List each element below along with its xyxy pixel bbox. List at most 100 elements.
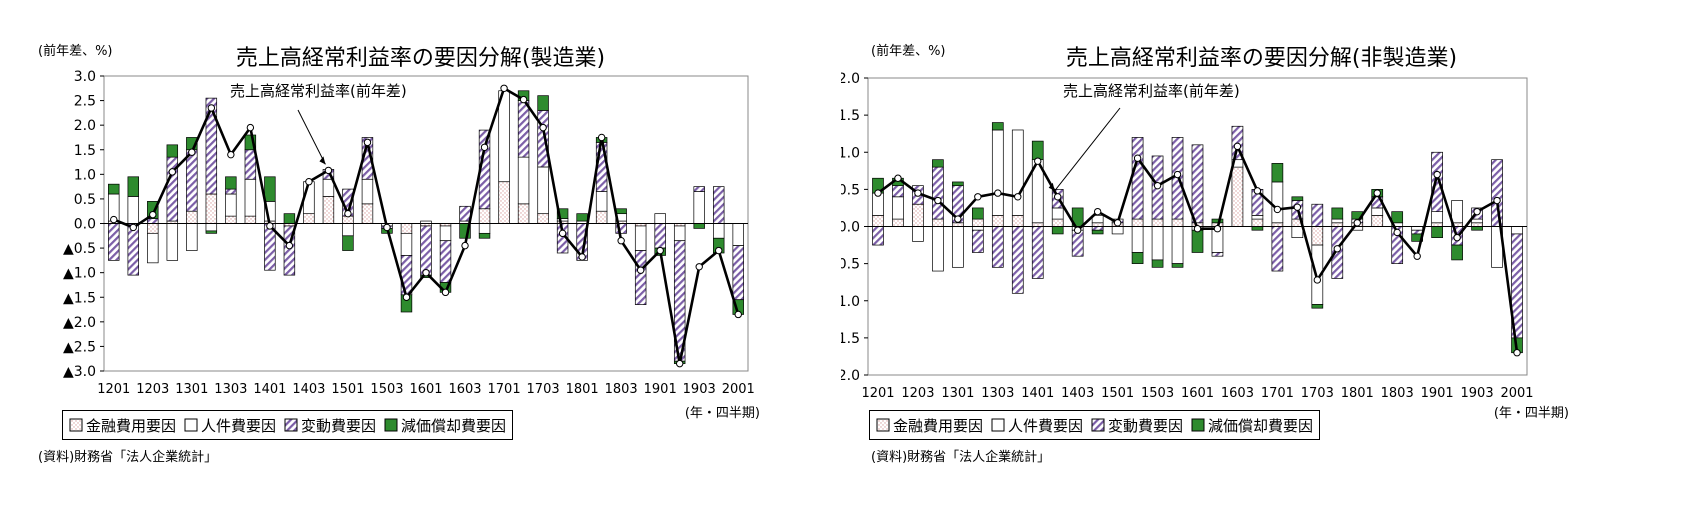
bar-variable xyxy=(1091,226,1104,231)
y-tick-label: ▲2.5 xyxy=(63,339,96,355)
y-tick-label: 2.0 xyxy=(74,118,96,134)
bar-financial xyxy=(303,213,315,224)
line-point xyxy=(402,293,411,301)
y-tick-label: ▲2.0 xyxy=(841,368,860,384)
x-tick-label: 1801 xyxy=(1341,386,1374,401)
bar-depreciation xyxy=(108,183,120,195)
legend-label: 人件費要因 xyxy=(201,416,277,435)
bar-personnel xyxy=(1051,207,1064,220)
bar-depreciation xyxy=(283,213,296,224)
y-tick-label: 1.5 xyxy=(74,143,96,159)
line-point xyxy=(974,193,982,201)
x-tick-label: 1503 xyxy=(1141,386,1174,401)
bar-variable xyxy=(732,245,744,301)
line-point xyxy=(1353,219,1361,227)
annotation-label: 売上高経常利益率(前年差) xyxy=(1063,82,1240,100)
bar-financial xyxy=(971,218,984,227)
legend-swatch-depreciation xyxy=(1191,418,1205,432)
bar-variable xyxy=(400,255,413,296)
bar-personnel xyxy=(400,232,413,256)
x-unit-label: (年・四半期) xyxy=(684,406,760,421)
y-tick-label: 0.0 xyxy=(841,220,860,236)
x-tick-label: 2001 xyxy=(1500,386,1533,401)
bar-financial xyxy=(1371,215,1384,227)
bar-depreciation xyxy=(991,122,1004,131)
x-tick-label: 1901 xyxy=(644,382,677,397)
bar-depreciation xyxy=(971,207,984,220)
line-point xyxy=(715,246,723,255)
annotation-arrow xyxy=(297,109,326,165)
x-tick-label: 1601 xyxy=(1181,386,1214,401)
line-point xyxy=(1034,157,1042,165)
bar-personnel xyxy=(654,213,666,224)
bar-financial xyxy=(952,222,964,227)
legend-label: 金融費用要因 xyxy=(86,416,177,435)
line-point xyxy=(519,95,528,104)
line-point xyxy=(1393,228,1401,237)
bar-depreciation xyxy=(1311,304,1324,309)
line-point xyxy=(934,196,942,205)
x-tick-label: 1703 xyxy=(527,382,560,397)
line-point xyxy=(227,150,235,159)
bar-variable xyxy=(283,225,296,276)
y-tick-label: 0.5 xyxy=(74,192,96,208)
x-tick-label: 1901 xyxy=(1421,386,1454,401)
x-tick-label: 1903 xyxy=(683,382,716,397)
legend-item-variable: 変動費要因 xyxy=(1091,415,1183,436)
bar-financial xyxy=(1231,166,1244,227)
line-point xyxy=(1453,233,1461,242)
bar-financial xyxy=(244,215,257,224)
chart-svg-manufacturing: 3.0 2.5 2.0 1.5 1.0 0.5 0.0 ▲0.5 ▲1.0 ▲1.5 ▲2.0 ▲2.… xyxy=(63,69,755,397)
bar-personnel xyxy=(732,223,744,246)
bar-variable xyxy=(654,223,666,249)
y-tick-label: ▲0.5 xyxy=(841,257,860,273)
x-tick-label: 1803 xyxy=(605,382,638,397)
bar-variable xyxy=(1011,226,1024,294)
x-tick-label: 1301 xyxy=(941,386,974,401)
bar-depreciation xyxy=(1151,259,1164,268)
x-tick-label: 1203 xyxy=(136,382,169,397)
bar-personnel xyxy=(1171,226,1184,264)
x-tick-label: 1903 xyxy=(1461,386,1494,401)
bar-financial xyxy=(205,193,218,224)
line-point xyxy=(1473,207,1481,216)
bar-personnel xyxy=(498,90,510,183)
legend: 金融費用要因 人件費要因 変動費要因 減価償却費要因 xyxy=(62,410,514,440)
y-tick-label: 0.5 xyxy=(841,182,860,198)
bar-financial xyxy=(1331,222,1344,227)
bar-financial xyxy=(1131,218,1144,227)
bar-depreciation xyxy=(952,181,964,187)
line-point xyxy=(954,215,962,223)
legend-label: 変動費要因 xyxy=(301,416,377,435)
y-tick-label: ▲1.0 xyxy=(63,266,96,282)
legend-label: 減価償却費要因 xyxy=(401,416,507,435)
x-tick-label: 1203 xyxy=(901,386,934,401)
bar-variable xyxy=(932,166,944,220)
bar-financial xyxy=(991,215,1004,227)
y-tick-label: 3.0 xyxy=(74,69,96,85)
bar-variable xyxy=(991,226,1004,268)
line-point xyxy=(1293,203,1302,211)
legend-label: 金融費用要因 xyxy=(893,416,984,435)
line-point xyxy=(363,138,372,147)
legend-swatch-financial xyxy=(876,418,890,432)
line-point xyxy=(110,215,118,224)
line-point xyxy=(1014,193,1022,201)
x-tick-label: 1401 xyxy=(253,382,286,397)
y-tick-label: 0.0 xyxy=(74,217,96,233)
line-point xyxy=(1213,225,1222,233)
bar-depreciation xyxy=(127,176,139,197)
line-point xyxy=(383,223,391,232)
legend-item-variable: 変動費要因 xyxy=(284,415,376,436)
x-tick-label: 1701 xyxy=(488,382,521,397)
line-point xyxy=(1333,245,1341,253)
line-point xyxy=(617,237,625,245)
bar-financial xyxy=(595,210,608,224)
line-point xyxy=(1433,170,1441,179)
bar-depreciation xyxy=(1031,140,1044,161)
line-point xyxy=(1193,225,1202,233)
bar-personnel xyxy=(1091,215,1104,224)
legend-item-personnel: 人件費要因 xyxy=(184,415,276,436)
bar-depreciation xyxy=(932,159,944,168)
x-tick-label: 1603 xyxy=(1221,386,1254,401)
